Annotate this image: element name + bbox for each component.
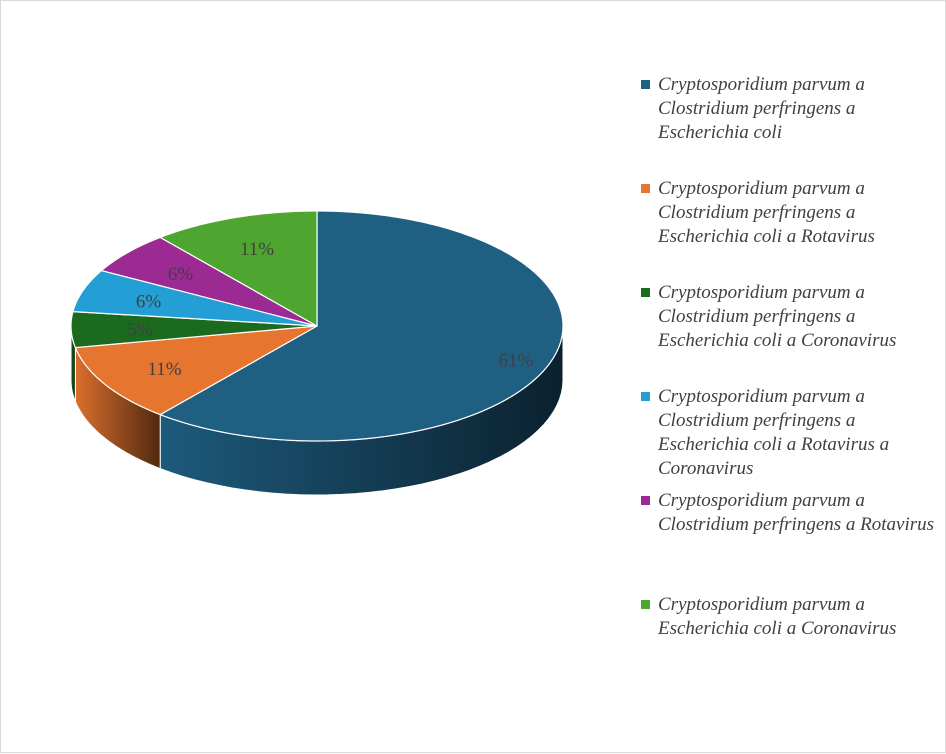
legend: Cryptosporidium parvum a Clostridium per… (641, 73, 941, 697)
pie-slice (159, 210, 318, 327)
data-label: 11% (240, 239, 274, 260)
pie-slice (70, 310, 318, 349)
legend-swatch (641, 392, 650, 401)
pie-slice (100, 236, 318, 327)
legend-entry: Cryptosporidium parvum a Clostridium per… (641, 281, 941, 385)
pie-slice (159, 210, 564, 442)
data-label: 6% (136, 291, 162, 312)
pie-slice (74, 325, 318, 416)
legend-swatch (641, 288, 650, 297)
legend-label: Cryptosporidium parvum a Clostridium per… (658, 178, 875, 247)
legend-label: Cryptosporidium parvum a Clostridium per… (658, 282, 897, 351)
legend-label: Cryptosporidium parvum a Escherichia col… (658, 594, 897, 639)
data-label: 5% (127, 320, 153, 341)
data-label: 61% (499, 351, 534, 372)
legend-label: Cryptosporidium parvum a Clostridium per… (658, 386, 890, 479)
legend-label: Cryptosporidium parvum a Clostridium per… (658, 490, 935, 535)
data-label: 6% (168, 264, 194, 285)
legend-swatch (641, 496, 650, 505)
legend-entry: Cryptosporidium parvum a Clostridium per… (641, 177, 941, 281)
legend-entry: Cryptosporidium parvum a Clostridium per… (641, 385, 941, 489)
legend-entry: Cryptosporidium parvum a Clostridium per… (641, 489, 941, 593)
legend-swatch (641, 600, 650, 609)
legend-entry: Cryptosporidium parvum a Clostridium per… (641, 73, 941, 177)
legend-entry: Cryptosporidium parvum a Escherichia col… (641, 593, 941, 697)
legend-swatch (641, 80, 650, 89)
legend-swatch (641, 184, 650, 193)
legend-label: Cryptosporidium parvum a Clostridium per… (658, 74, 865, 143)
pie-slice (72, 270, 318, 327)
data-label: 11% (147, 359, 181, 380)
